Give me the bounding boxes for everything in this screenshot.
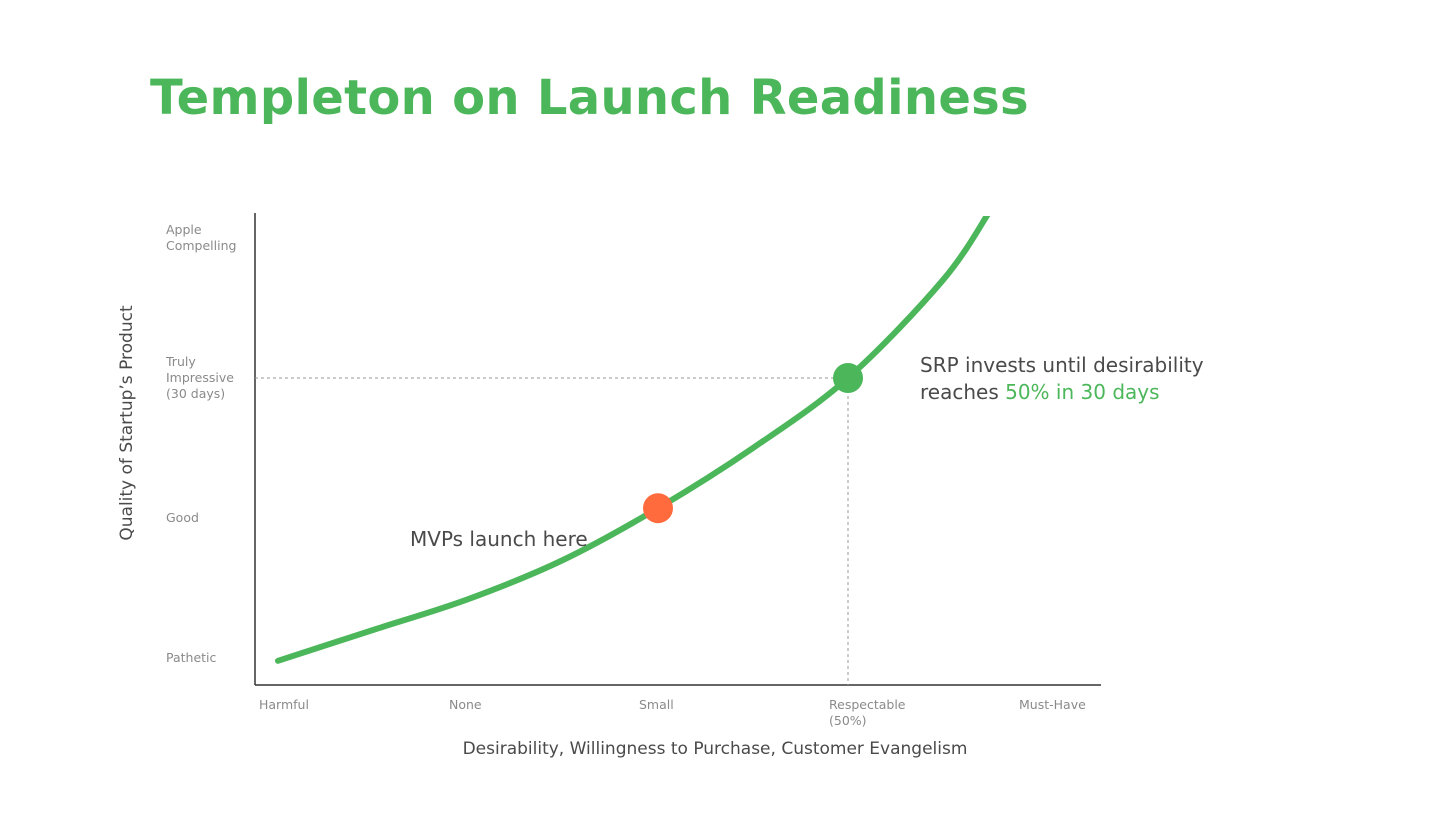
x-tick-label-must-have: Must-Have	[1019, 697, 1086, 712]
annotation-mvp-text: MVPs launch here	[410, 527, 588, 551]
page-title: Templeton on Launch Readiness	[150, 70, 1029, 126]
marker-srp	[833, 363, 863, 393]
marker-mvp	[643, 493, 673, 524]
desirability-quality-curve	[275, 216, 991, 664]
annotation-srp: SRP invests until desirability reaches 5…	[920, 352, 1204, 406]
annotation-srp-line2: reaches 50% in 30 days	[920, 379, 1204, 406]
annotation-srp-line2-prefix: reaches	[920, 380, 1006, 404]
x-tick-label-respectable: Respectable (50%)	[829, 697, 906, 728]
y-tick-label-truly-impressive: Truly Impressive (30 days)	[166, 354, 234, 401]
annotation-srp-line1: SRP invests until desirability	[920, 353, 1204, 377]
annotation-mvp: MVPs launch here	[410, 526, 588, 553]
y-tick-label-pathetic: Pathetic	[166, 650, 217, 665]
x-tick-label-harmful: Harmful	[259, 697, 309, 712]
x-tick-label-none: None	[449, 697, 482, 712]
y-tick-label-apple-compelling: Apple Compelling	[166, 222, 237, 253]
y-tick-label-good: Good	[166, 510, 199, 525]
x-tick-label-small: Small	[639, 697, 674, 712]
x-axis-label: Desirability, Willingness to Purchase, C…	[462, 739, 968, 759]
annotation-srp-highlight: 50% in 30 days	[1005, 380, 1160, 404]
